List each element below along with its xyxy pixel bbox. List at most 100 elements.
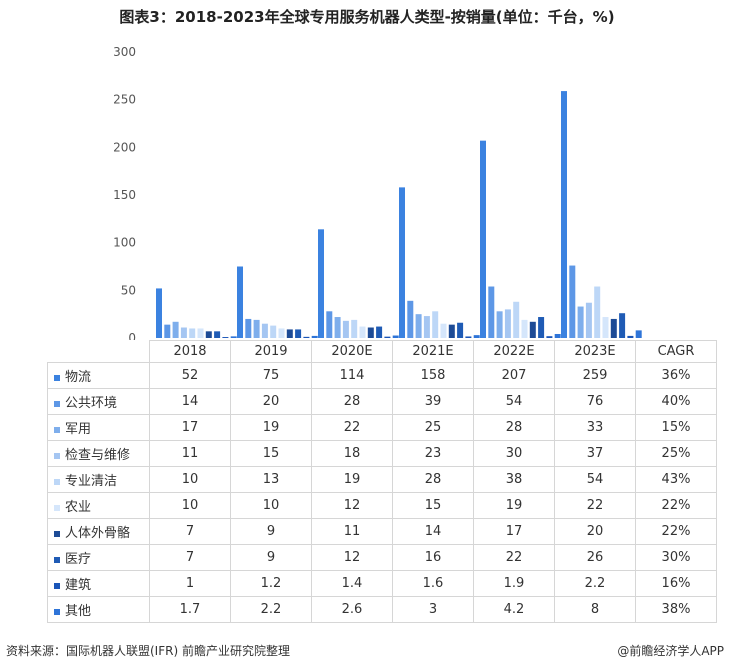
data-cell: 54 <box>473 388 555 415</box>
bar-物流-2022E <box>480 140 486 338</box>
source-note: 资料来源：国际机器人联盟(IFR) 前瞻产业研究院整理 <box>6 644 290 658</box>
y-tick-label: 0 <box>128 331 136 340</box>
series-label: 其他 <box>47 596 150 623</box>
bar-专业清洁-2021E <box>432 311 439 338</box>
data-cell: 10 <box>149 466 231 493</box>
data-cell: 20 <box>230 388 312 415</box>
bar-其他-2021E <box>473 335 480 338</box>
data-cell: 114 <box>311 362 393 389</box>
data-cell: 20 <box>554 518 636 545</box>
bar-农业-2020E <box>359 326 366 338</box>
bar-人体外骨骼-2021E <box>448 324 455 338</box>
data-cell: 38% <box>635 596 717 623</box>
bar-物流-2020E <box>318 229 324 338</box>
data-cell: 22 <box>473 544 555 571</box>
data-cell: 16% <box>635 570 717 597</box>
data-cell: 39 <box>392 388 474 415</box>
data-cell: 18 <box>311 440 393 467</box>
bar-军用-2023E <box>577 306 584 338</box>
data-cell: 7 <box>149 518 231 545</box>
series-label: 农业 <box>47 492 150 519</box>
bar-医疗-2021E <box>457 322 464 338</box>
bar-医疗-2020E <box>376 326 383 338</box>
bar-农业-2019 <box>278 328 285 338</box>
table-row: 农业 10 10 12 15 19 22 22% <box>47 492 717 519</box>
data-cell: 207 <box>473 362 555 389</box>
data-cell: 22% <box>635 492 717 519</box>
data-cell: 28 <box>392 466 474 493</box>
bar-检查与维修-2020E <box>342 320 349 338</box>
bar-其他-2019 <box>311 335 318 338</box>
data-cell: 2.6 <box>311 596 393 623</box>
bar-专业清洁-2020E <box>351 319 358 338</box>
data-cell: 36% <box>635 362 717 389</box>
credit: @前瞻经济学人APP <box>617 644 724 658</box>
column-header: 2018 <box>149 340 231 363</box>
bar-检查与维修-2022E <box>504 309 511 338</box>
data-cell: 1.2 <box>230 570 312 597</box>
bar-其他-2020E <box>392 335 399 338</box>
data-cell: 15 <box>392 492 474 519</box>
column-header: 2023E <box>554 340 636 363</box>
bar-其他-2018 <box>230 336 237 338</box>
data-cell: 1.6 <box>392 570 474 597</box>
bar-军用-2019 <box>253 319 260 338</box>
bar-专业清洁-2022E <box>513 301 520 338</box>
bar-公共环境-2019 <box>245 318 252 338</box>
bar-物流-2021E <box>399 187 405 338</box>
y-tick-label: 300 <box>113 45 136 59</box>
data-cell: 23 <box>392 440 474 467</box>
data-cell: 8 <box>554 596 636 623</box>
bar-建筑-2022E <box>546 336 553 338</box>
series-label: 物流 <box>47 362 150 389</box>
data-cell: 11 <box>149 440 231 467</box>
data-cell: 26 <box>554 544 636 571</box>
bar-其他-2022E <box>554 333 561 338</box>
bar-农业-2018 <box>197 328 204 338</box>
series-label: 建筑 <box>47 570 150 597</box>
bar-军用-2018 <box>172 321 179 338</box>
series-label: 专业清洁 <box>47 466 150 493</box>
bar-检查与维修-2021E <box>423 316 430 338</box>
bar-军用-2022E <box>496 311 503 338</box>
legend-swatch <box>54 374 60 381</box>
data-cell: 40% <box>635 388 717 415</box>
data-cell: 54 <box>554 466 636 493</box>
data-cell: 38 <box>473 466 555 493</box>
bar-农业-2021E <box>440 323 447 338</box>
bar-建筑-2019 <box>303 336 310 338</box>
y-tick-label: 250 <box>113 93 136 107</box>
data-cell: 76 <box>554 388 636 415</box>
data-cell: 1.7 <box>149 596 231 623</box>
column-header: CAGR <box>635 340 717 363</box>
data-cell: 33 <box>554 414 636 441</box>
data-cell: 25% <box>635 440 717 467</box>
data-cell: 12 <box>311 492 393 519</box>
data-cell: 4.2 <box>473 596 555 623</box>
bar-医疗-2018 <box>214 331 221 338</box>
table-header-row: 2018 2019 2020E 2021E 2022E 2023E CAGR <box>47 340 717 363</box>
table-row: 专业清洁 10 13 19 28 38 54 43% <box>47 466 717 493</box>
series-label: 检查与维修 <box>47 440 150 467</box>
data-cell: 37 <box>554 440 636 467</box>
data-cell: 11 <box>311 518 393 545</box>
data-cell: 259 <box>554 362 636 389</box>
bar-公共环境-2022E <box>488 286 495 338</box>
table-row: 医疗 7 9 12 16 22 26 30% <box>47 544 717 571</box>
bar-农业-2023E <box>602 317 609 338</box>
bar-检查与维修-2023E <box>585 302 592 338</box>
bar-医疗-2023E <box>619 313 626 338</box>
bar-其他-2023E <box>635 330 642 338</box>
data-cell: 1.4 <box>311 570 393 597</box>
bar-人体外骨骼-2018 <box>205 331 212 338</box>
legend-swatch <box>54 478 60 485</box>
data-cell: 28 <box>311 388 393 415</box>
data-cell: 28 <box>473 414 555 441</box>
bar-农业-2022E <box>521 319 528 338</box>
series-label: 人体外骨骼 <box>47 518 150 545</box>
bar-建筑-2018 <box>222 337 229 338</box>
data-cell: 10 <box>230 492 312 519</box>
bar-人体外骨骼-2020E <box>367 327 374 338</box>
table-row: 公共环境 14 20 28 39 54 76 40% <box>47 388 717 415</box>
